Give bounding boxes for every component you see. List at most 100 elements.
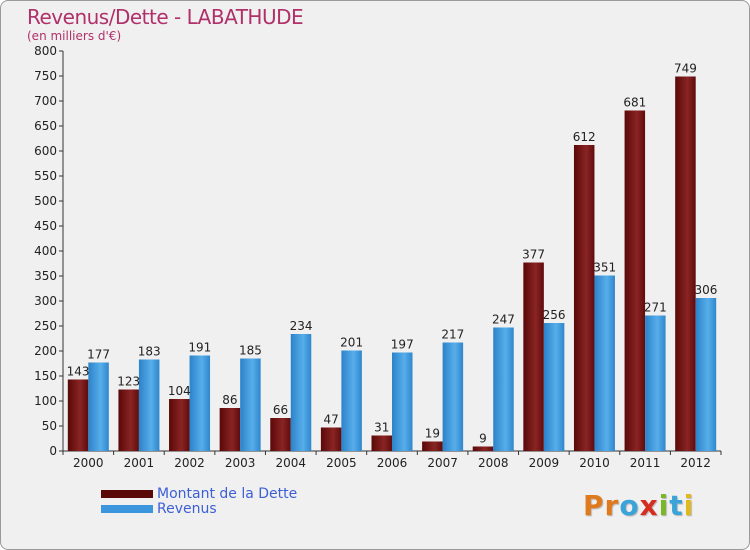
data-label-dette: 9 [479,432,487,446]
bar-revenus [594,275,615,451]
x-tick-label: 2006 [377,456,408,470]
data-label-dette: 612 [573,130,596,144]
bar-dette [371,435,392,451]
x-tick-label: 2001 [124,456,155,470]
legend-label-revenus: Revenus [157,500,217,517]
logo-letter: x [639,489,659,522]
chart-title: Revenus/Dette - LABATHUDE [27,5,304,29]
bar-dette [219,408,241,451]
bar-revenus [442,342,464,451]
bar-dette [675,76,696,451]
logo-letter: i [683,489,695,522]
legend-item-revenus: Revenus [101,500,297,517]
data-label-dette: 31 [374,421,389,435]
y-tick-label: 250 [34,319,57,333]
bar-revenus [493,327,514,451]
bar-revenus [543,323,565,451]
bar-revenus [240,358,261,451]
bar-dette [472,446,494,451]
bar-dette [320,427,342,451]
bar-revenus [88,362,109,451]
y-tick-label: 400 [34,244,57,258]
x-tick-label: 2010 [579,456,610,470]
data-label-revenus: 183 [138,345,161,359]
data-label-revenus: 185 [239,344,262,358]
x-tick-label: 2005 [326,456,357,470]
chart-subtitle: (en milliers d'€) [27,29,122,43]
y-tick-label: 50 [42,419,57,433]
bar-dette [523,262,544,451]
y-tick-label: 150 [34,369,57,383]
bar-revenus [645,315,666,451]
data-label-dette: 19 [425,427,440,441]
data-label-dette: 86 [222,393,237,407]
y-tick-label: 750 [34,69,57,83]
logo-letter: P [583,489,605,522]
y-tick-label: 0 [49,444,57,458]
bar-dette [118,389,139,451]
y-tick-label: 350 [34,269,57,283]
bar-revenus [189,355,211,451]
y-tick-label: 600 [34,144,57,158]
data-label-revenus: 247 [492,313,515,327]
data-label-revenus: 234 [290,319,313,333]
x-tick-label: 2009 [529,456,560,470]
x-tick-label: 2012 [680,456,711,470]
bar-dette [67,379,89,451]
y-tick-label: 100 [34,394,57,408]
bar-dette [422,441,443,451]
bar-revenus [138,359,160,451]
bar-dette [169,399,190,451]
data-label-dette: 104 [168,384,191,398]
bar-revenus [341,350,362,451]
bar-dette [624,110,646,451]
data-label-dette: 47 [323,413,338,427]
data-label-dette: 143 [67,365,90,379]
bar-dette [573,145,595,451]
y-tick-label: 500 [34,194,57,208]
data-label-revenus: 271 [644,301,667,315]
proxiti-logo: Proxiti [583,489,694,522]
logo-letter: i [658,489,670,522]
data-label-dette: 681 [623,96,646,110]
bar-dette [270,418,291,451]
y-tick-label: 700 [34,94,57,108]
y-tick-label: 550 [34,169,57,183]
data-label-revenus: 191 [188,341,211,355]
x-tick-label: 2003 [225,456,256,470]
y-tick-label: 450 [34,219,57,233]
y-tick-label: 200 [34,344,57,358]
legend-item-debt: Montant de la Dette [101,485,298,502]
x-tick-label: 2007 [427,456,458,470]
data-label-revenus: 217 [441,328,464,342]
legend-label-debt: Montant de la Dette [157,485,298,502]
bar-revenus [392,352,413,451]
data-label-dette: 123 [117,375,140,389]
data-label-dette: 66 [273,403,288,417]
x-tick-label: 2000 [73,456,104,470]
legend-swatch-revenus [101,504,153,513]
data-label-revenus: 201 [340,336,363,350]
legend-swatch-debt [101,489,153,498]
bar-revenus [290,334,312,451]
bar-revenus [695,298,717,451]
data-label-dette: 377 [522,248,545,262]
y-tick-label: 300 [34,294,57,308]
y-tick-label: 650 [34,119,57,133]
data-label-dette: 749 [674,62,697,76]
logo-letter: r [604,489,620,522]
y-tick-label: 800 [34,44,57,58]
x-tick-label: 2004 [275,456,306,470]
chart-legend: Montant de la Dette Revenus [101,485,298,517]
logo-letter: t [669,489,684,522]
x-tick-label: 2011 [630,456,661,470]
data-label-revenus: 197 [391,338,414,352]
data-label-revenus: 306 [694,283,717,297]
data-label-revenus: 351 [593,261,616,275]
x-tick-label: 2008 [478,456,509,470]
logo-letter: o [619,489,640,522]
data-label-revenus: 256 [543,308,566,322]
x-tick-label: 2002 [174,456,205,470]
